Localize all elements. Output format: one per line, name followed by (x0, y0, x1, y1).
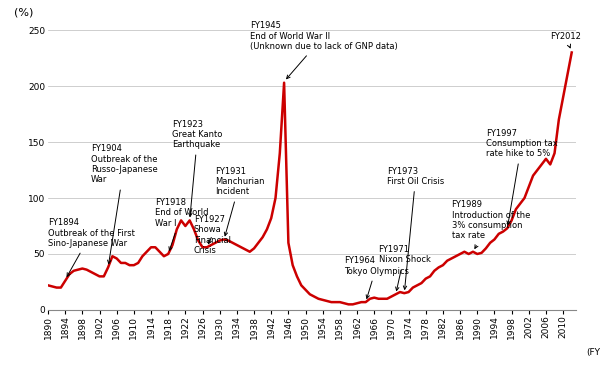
Text: FY1918
End of World
War I: FY1918 End of World War I (155, 198, 209, 250)
Text: FY1973
First Oil Crisis: FY1973 First Oil Crisis (387, 167, 445, 289)
Text: FY1894
Outbreak of the First
Sino-Japanese War: FY1894 Outbreak of the First Sino-Japane… (48, 218, 135, 276)
Text: FY1931
Manchurian
Incident: FY1931 Manchurian Incident (215, 167, 265, 236)
Text: FY1945
End of World War II
(Unknown due to lack of GNP data): FY1945 End of World War II (Unknown due … (250, 21, 398, 79)
Text: FY1997
Consumption tax
rate hike to 5%: FY1997 Consumption tax rate hike to 5% (486, 129, 557, 225)
Text: (%): (%) (14, 8, 33, 17)
Text: FY1964
Tokyo Olympics: FY1964 Tokyo Olympics (344, 256, 409, 298)
Text: FY1971
Nixon Shock: FY1971 Nixon Shock (379, 245, 430, 291)
Text: FY1904
Outbreak of the
Russo-Japanese
War: FY1904 Outbreak of the Russo-Japanese Wa… (91, 144, 158, 263)
Text: FY1927
Showa
Financial
Crisis: FY1927 Showa Financial Crisis (194, 215, 231, 255)
Text: FY1923
Great Kanto
Earthquake: FY1923 Great Kanto Earthquake (172, 120, 223, 217)
Text: (FY): (FY) (587, 348, 600, 357)
Text: FY2012: FY2012 (550, 33, 581, 48)
Text: FY1989
Introduction of the
3% consumption
tax rate: FY1989 Introduction of the 3% consumptio… (452, 200, 530, 248)
